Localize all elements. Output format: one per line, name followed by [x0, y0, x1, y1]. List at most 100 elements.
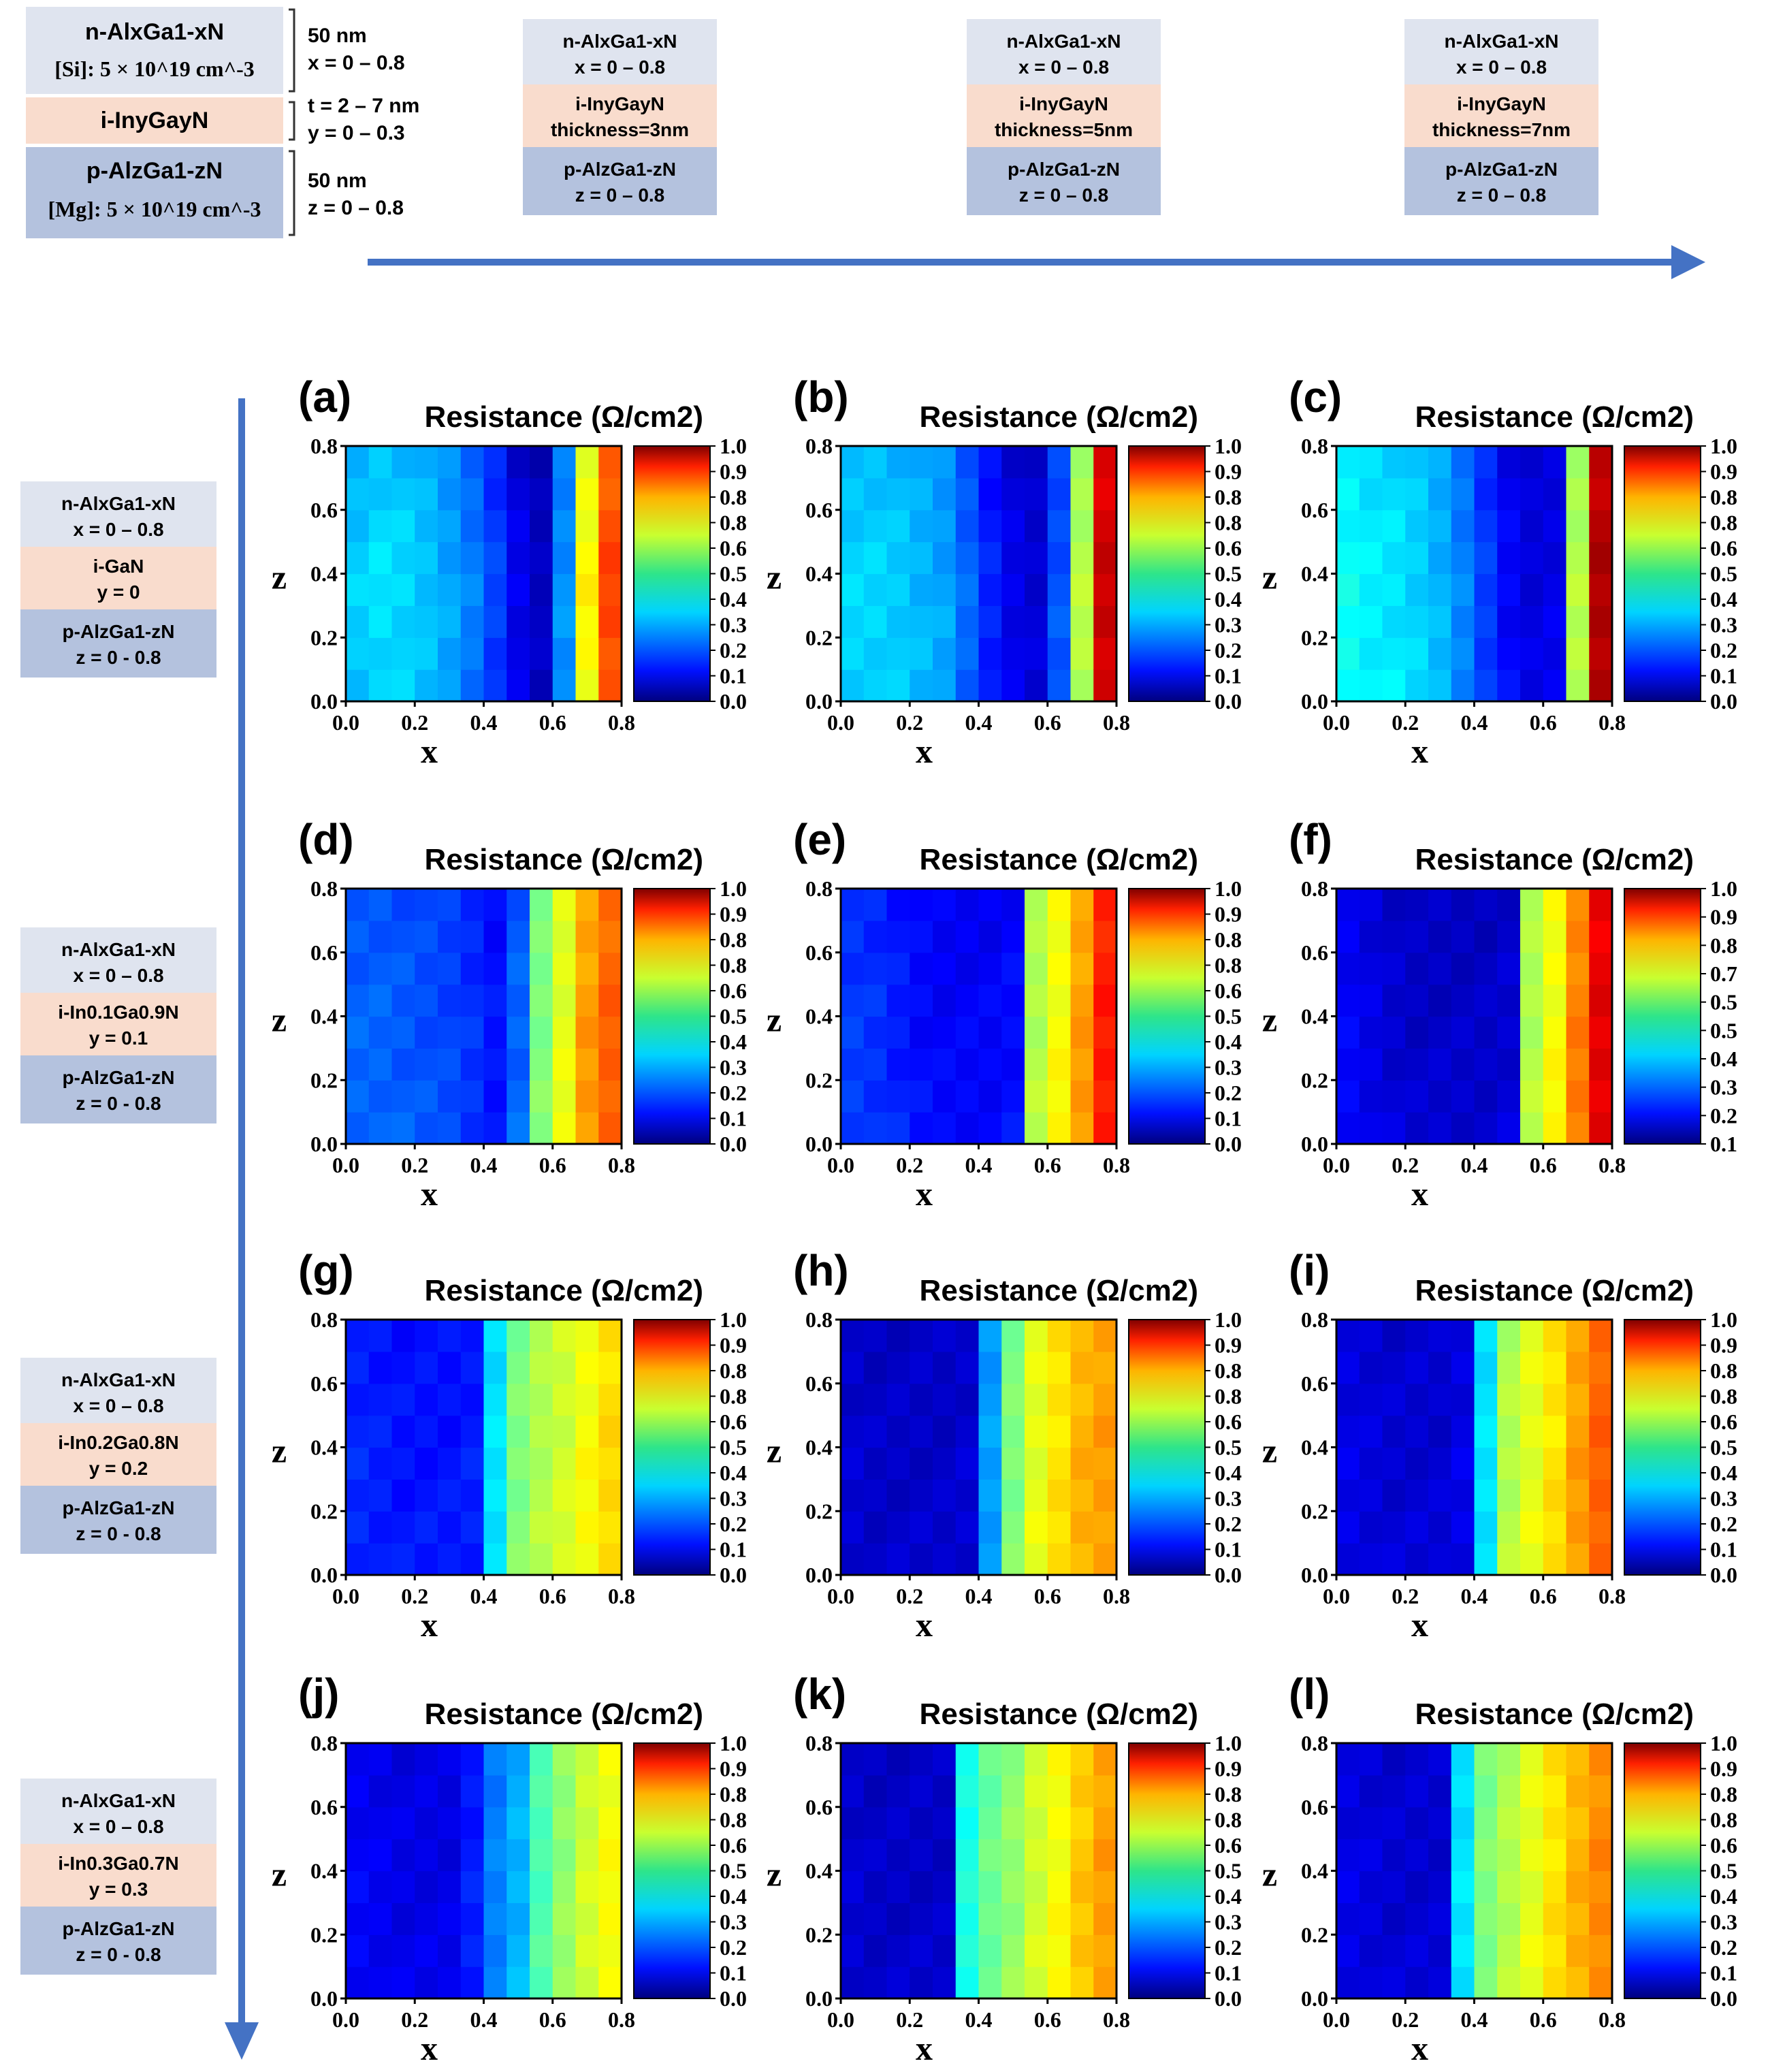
- heatmap-cell: [933, 1511, 957, 1544]
- heatmap-cell: [415, 1351, 438, 1384]
- heatmap-cell: [1093, 1112, 1117, 1145]
- colorbar-tick-label: 0.3: [1215, 613, 1242, 637]
- heatmap-cell: [955, 1320, 980, 1352]
- heatmap-cell: [1070, 1415, 1094, 1448]
- y-tick-label: 0.4: [1301, 1435, 1328, 1460]
- heatmap-cell: [438, 1351, 462, 1384]
- heatmap-cell: [886, 984, 910, 1017]
- heatmap-cell: [1047, 1511, 1072, 1544]
- heatmap-cell: [1047, 984, 1072, 1017]
- colorbar: [634, 1743, 710, 1998]
- x-tick-label: 0.4: [470, 710, 498, 735]
- heatmap-cell: [910, 605, 933, 638]
- heatmap-cell: [1474, 1543, 1498, 1576]
- heatmap-cell: [933, 1870, 957, 1903]
- heatmap-cell: [1047, 1383, 1072, 1416]
- heatmap-cell: [460, 1870, 485, 1903]
- heatmap-cell: [1405, 1966, 1429, 1999]
- heatmap-cell: [1382, 889, 1406, 921]
- heatmap-cell: [415, 446, 438, 479]
- heatmap-cell: [1359, 1447, 1383, 1480]
- colorbar-tick-label: 0.0: [1710, 1563, 1737, 1587]
- x-tick-label: 0.4: [470, 2007, 498, 2032]
- heatmap-cell: [1359, 1080, 1383, 1113]
- heatmap-cell: [1543, 1351, 1567, 1384]
- heatmap-cell: [346, 1870, 370, 1903]
- heatmap-cell: [1405, 889, 1429, 921]
- colorbar-tick-label: 0.6: [1215, 536, 1242, 560]
- heatmap-cell: [1001, 1934, 1025, 1967]
- heatmap-cell: [1382, 1743, 1406, 1776]
- heatmap-cell: [1474, 1320, 1498, 1352]
- x-tick-label: 0.2: [1392, 710, 1419, 735]
- heatmap-cell: [483, 984, 507, 1017]
- x-axis-label: x: [421, 732, 438, 770]
- heatmap-cell: [368, 1774, 393, 1808]
- panel-title: Resistance (Ω/cm2): [920, 1698, 1198, 1731]
- heatmap-cell: [1474, 1774, 1498, 1808]
- heatmap-cell: [933, 1479, 957, 1512]
- heatmap-cell: [1047, 1080, 1072, 1113]
- panel-label: (d): [298, 815, 354, 864]
- column-stack-2-n-layer: [967, 19, 1161, 84]
- heatmap-cell: [438, 477, 462, 511]
- heatmap-cell: [346, 1080, 370, 1113]
- heatmap-cell: [1047, 1806, 1072, 1840]
- colorbar-tick-label: 1.0: [1710, 1731, 1737, 1755]
- heatmap-cell: [530, 1415, 553, 1448]
- row-stack-4-n-layer: [20, 1779, 216, 1844]
- heatmap-cell: [1025, 1966, 1048, 1999]
- heatmap-cell: [955, 920, 980, 953]
- heatmap-cell: [1070, 1838, 1094, 1872]
- heatmap-cell: [955, 477, 980, 511]
- y-tick-label: 0.2: [805, 625, 833, 650]
- heatmap-cell: [552, 1870, 577, 1903]
- heatmap-cell: [933, 1016, 957, 1049]
- heatmap-cell: [1359, 1479, 1383, 1512]
- heatmap-cell: [530, 1806, 553, 1840]
- colorbar-tick-label: 0.8: [1710, 1384, 1737, 1409]
- heatmap-cell: [933, 1080, 957, 1113]
- heatmap-cell: [1566, 984, 1590, 1017]
- row-stack-2-text-3: y = 0.1: [89, 1027, 148, 1049]
- heatmap-cell: [1543, 1966, 1567, 1999]
- horizontal-arrow-head: [1671, 245, 1705, 279]
- heatmap-cell: [1070, 1774, 1094, 1808]
- heatmap-cell: [1001, 1870, 1025, 1903]
- heatmap-cell: [1070, 1447, 1094, 1480]
- heatmap-cell: [346, 1320, 370, 1352]
- colorbar-tick-label: 1.0: [720, 1307, 747, 1332]
- colorbar-tick-label: 0.0: [1710, 689, 1737, 714]
- heatmap-cell: [1405, 1415, 1429, 1448]
- x-tick-label: 0.2: [1392, 2007, 1419, 2032]
- colorbar-tick-label: 0.5: [1215, 1435, 1242, 1460]
- column-stack-3-text-0: n-AlxGa1-xN: [1444, 31, 1558, 52]
- colorbar-tick-label: 0.0: [720, 1132, 747, 1156]
- row-stack-1-text-5: z = 0 - 0.8: [76, 647, 161, 668]
- heatmap-cell: [1070, 1112, 1094, 1145]
- heatmap-cell: [507, 477, 530, 511]
- colorbar-tick-label: 1.0: [720, 876, 747, 901]
- heatmap-cell: [886, 446, 910, 479]
- heatmap-cell: [1543, 1806, 1567, 1840]
- heatmap-cell: [910, 1447, 933, 1480]
- heatmap-cell: [368, 605, 393, 638]
- x-tick-label: 0.6: [1034, 1153, 1061, 1177]
- heatmap-cell: [1025, 541, 1048, 575]
- heatmap-cell: [1451, 541, 1475, 575]
- heatmap-cell: [598, 1902, 622, 1935]
- heatmap-cell: [1566, 1351, 1590, 1384]
- heatmap-cell: [1405, 669, 1429, 702]
- x-tick-label: 0.4: [1461, 1584, 1488, 1608]
- heatmap-cell: [978, 889, 1002, 921]
- heatmap-cell: [1405, 1743, 1429, 1776]
- heatmap-cell: [1359, 541, 1383, 575]
- heatmap-cell: [575, 1838, 599, 1872]
- heatmap-cell: [1093, 1838, 1117, 1872]
- row-stack-4-i-layer: [20, 1844, 216, 1907]
- colorbar-tick-label: 0.1: [1215, 1537, 1242, 1562]
- y-tick-label: 0.4: [1301, 1004, 1328, 1029]
- heatmap-cell: [1589, 637, 1613, 670]
- x-axis-label: x: [916, 1606, 933, 1644]
- heatmap-cell: [1070, 1870, 1094, 1903]
